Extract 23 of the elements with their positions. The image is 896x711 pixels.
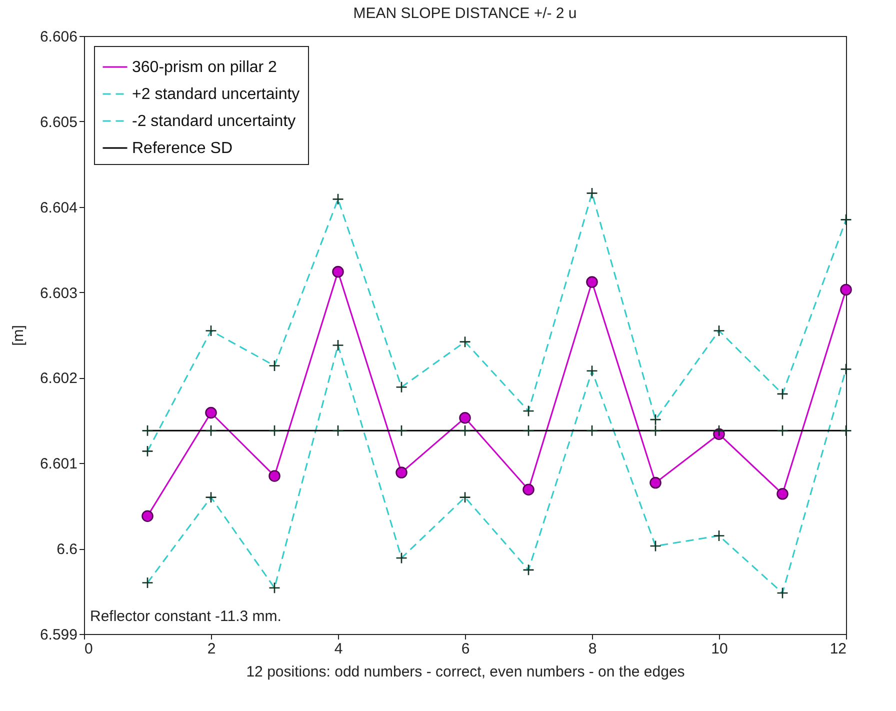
- y-tick-label: 6.602: [40, 370, 78, 388]
- x-tick-label: 2: [207, 640, 216, 658]
- x-axis-title: 12 positions: odd numbers - correct, even numbers - on the edges: [246, 664, 685, 680]
- y-tick-label: 6.599: [40, 626, 78, 644]
- x-tick-label: 4: [334, 640, 343, 658]
- x-tick-label: 8: [588, 640, 597, 658]
- y-axis-title: [m]: [10, 325, 27, 346]
- legend-label: 360-prism on pillar 2: [132, 59, 278, 76]
- x-tick-label: 0: [84, 640, 93, 658]
- y-tick-label: 6.606: [40, 28, 78, 46]
- x-tick-label: 10: [711, 640, 728, 658]
- y-tick-label: 6.601: [40, 456, 78, 473]
- y-tick-label: 6.6: [56, 541, 78, 558]
- legend-label: Reference SD: [132, 140, 232, 157]
- y-tick-label: 6.604: [40, 199, 78, 216]
- x-tick-label: 12: [830, 640, 846, 658]
- y-tick-label: 6.605: [40, 114, 78, 131]
- y-tick-label: 6.603: [40, 284, 78, 302]
- x-tick-label: 6: [461, 640, 470, 658]
- legend-label: +2 standard uncertainty: [132, 86, 300, 103]
- legend-label: -2 standard uncertainty: [132, 113, 296, 130]
- chart-title: MEAN SLOPE DISTANCE +/- 2 u: [353, 5, 577, 22]
- annotation: Reflector constant -11.3 mm.: [90, 608, 282, 625]
